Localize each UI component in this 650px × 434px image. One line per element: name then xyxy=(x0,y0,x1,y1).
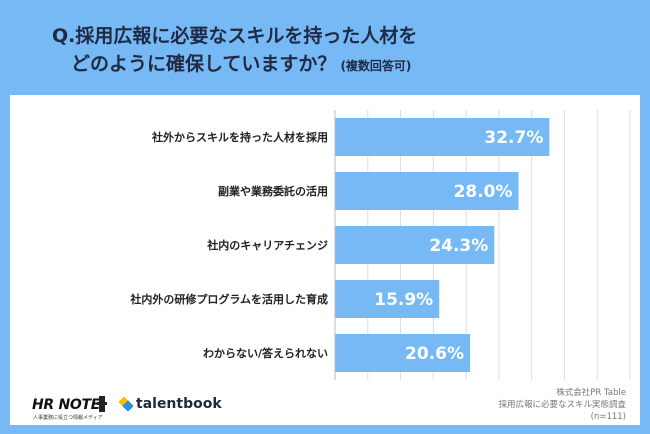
bar xyxy=(335,334,471,372)
value-label: 24.3% xyxy=(429,236,488,256)
bar xyxy=(335,280,440,318)
value-label: 28.0% xyxy=(454,182,513,202)
category-label: 社内のキャリアチェンジ xyxy=(206,238,328,252)
talentbook-logo: talentbook xyxy=(136,396,222,412)
hrnote-logo: HR NOTE xyxy=(32,397,101,413)
category-label: わからない/答えられない xyxy=(203,346,328,360)
value-label: 20.6% xyxy=(405,344,464,364)
category-label: 副業や業務委託の活用 xyxy=(218,184,328,198)
bar-chart: 社外からスキルを持った人材を採用 32.7% 副業や業務委託の活用 28.0% 社内のキ… xyxy=(129,110,631,380)
question-note: (複数回答可) xyxy=(340,59,412,73)
question-line-1: Q.採用広報に必要なスキルを持った人材を xyxy=(52,25,418,47)
credit-survey: 採用広報に必要なスキル実態調査 xyxy=(498,400,626,410)
credit-sample-size: (n=111) xyxy=(590,412,626,422)
talentbook-mark-icon xyxy=(119,397,133,411)
hrnote-mark-icon xyxy=(97,396,107,412)
credit: 株式会社PR Table 採用広報に必要なスキル実態調査 (n=111) xyxy=(498,387,626,423)
bar xyxy=(335,172,519,210)
bar xyxy=(335,118,550,156)
question-title: Q.採用広報に必要なスキルを持った人材を どのように確保していますか？ (複数回答… xyxy=(52,22,612,80)
credit-company: 株式会社PR Table xyxy=(556,388,626,398)
question-line-2: どのように確保していますか？ xyxy=(71,53,337,75)
hrnote-logo-subtitle: 人事業務に役立つ情報メディア xyxy=(33,415,103,421)
value-label: 15.9% xyxy=(374,290,433,310)
bar xyxy=(335,226,495,264)
value-label: 32.7% xyxy=(484,128,543,148)
category-label: 社外からスキルを持った人材を採用 xyxy=(151,130,328,144)
category-label: 社内外の研修プログラムを活用した育成 xyxy=(129,292,328,306)
chart-card: 社外からスキルを持った人材を採用 32.7% 副業や業務委託の活用 28.0% 社内のキ… xyxy=(10,95,640,425)
